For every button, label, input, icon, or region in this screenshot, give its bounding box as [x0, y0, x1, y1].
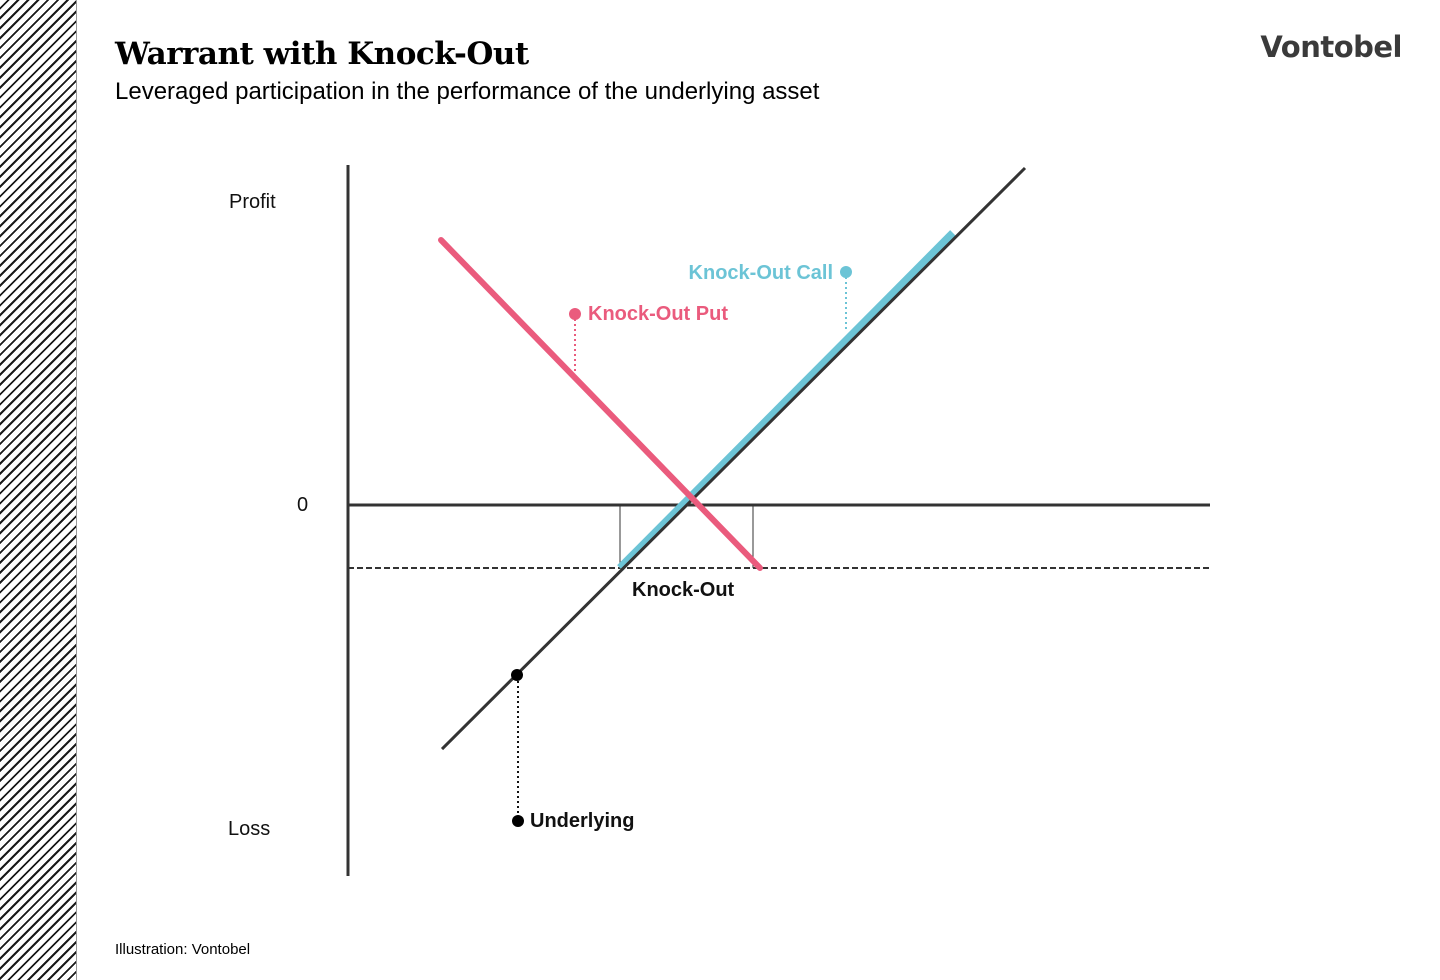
axis-label-zero: 0 — [297, 494, 308, 516]
underlying-point-dot — [511, 669, 523, 681]
underlying-line — [440, 166, 1027, 751]
footer-credit: Illustration: Vontobel — [115, 941, 251, 958]
knock-out-call-dot — [840, 266, 852, 278]
decorative-side-stripe — [0, 0, 77, 980]
knock-out-put-dot — [569, 308, 581, 320]
brand-logo: Vontobel — [1260, 30, 1402, 64]
knock-out-call-line — [617, 230, 956, 571]
page-title: Warrant with Knock-Out — [115, 36, 529, 72]
knock-out-call-label: Knock-Out Call — [689, 262, 833, 284]
axis-label-loss: Loss — [228, 818, 270, 840]
page-subtitle: Leveraged participation in the performan… — [115, 78, 820, 105]
underlying-label-dot — [512, 815, 524, 827]
axis-label-profit: Profit — [229, 191, 276, 213]
knock-out-label: Knock-Out — [632, 579, 735, 601]
knock-out-put-label: Knock-Out Put — [588, 303, 728, 325]
underlying-label: Underlying — [530, 810, 634, 832]
knock-out-put-line — [438, 237, 763, 571]
